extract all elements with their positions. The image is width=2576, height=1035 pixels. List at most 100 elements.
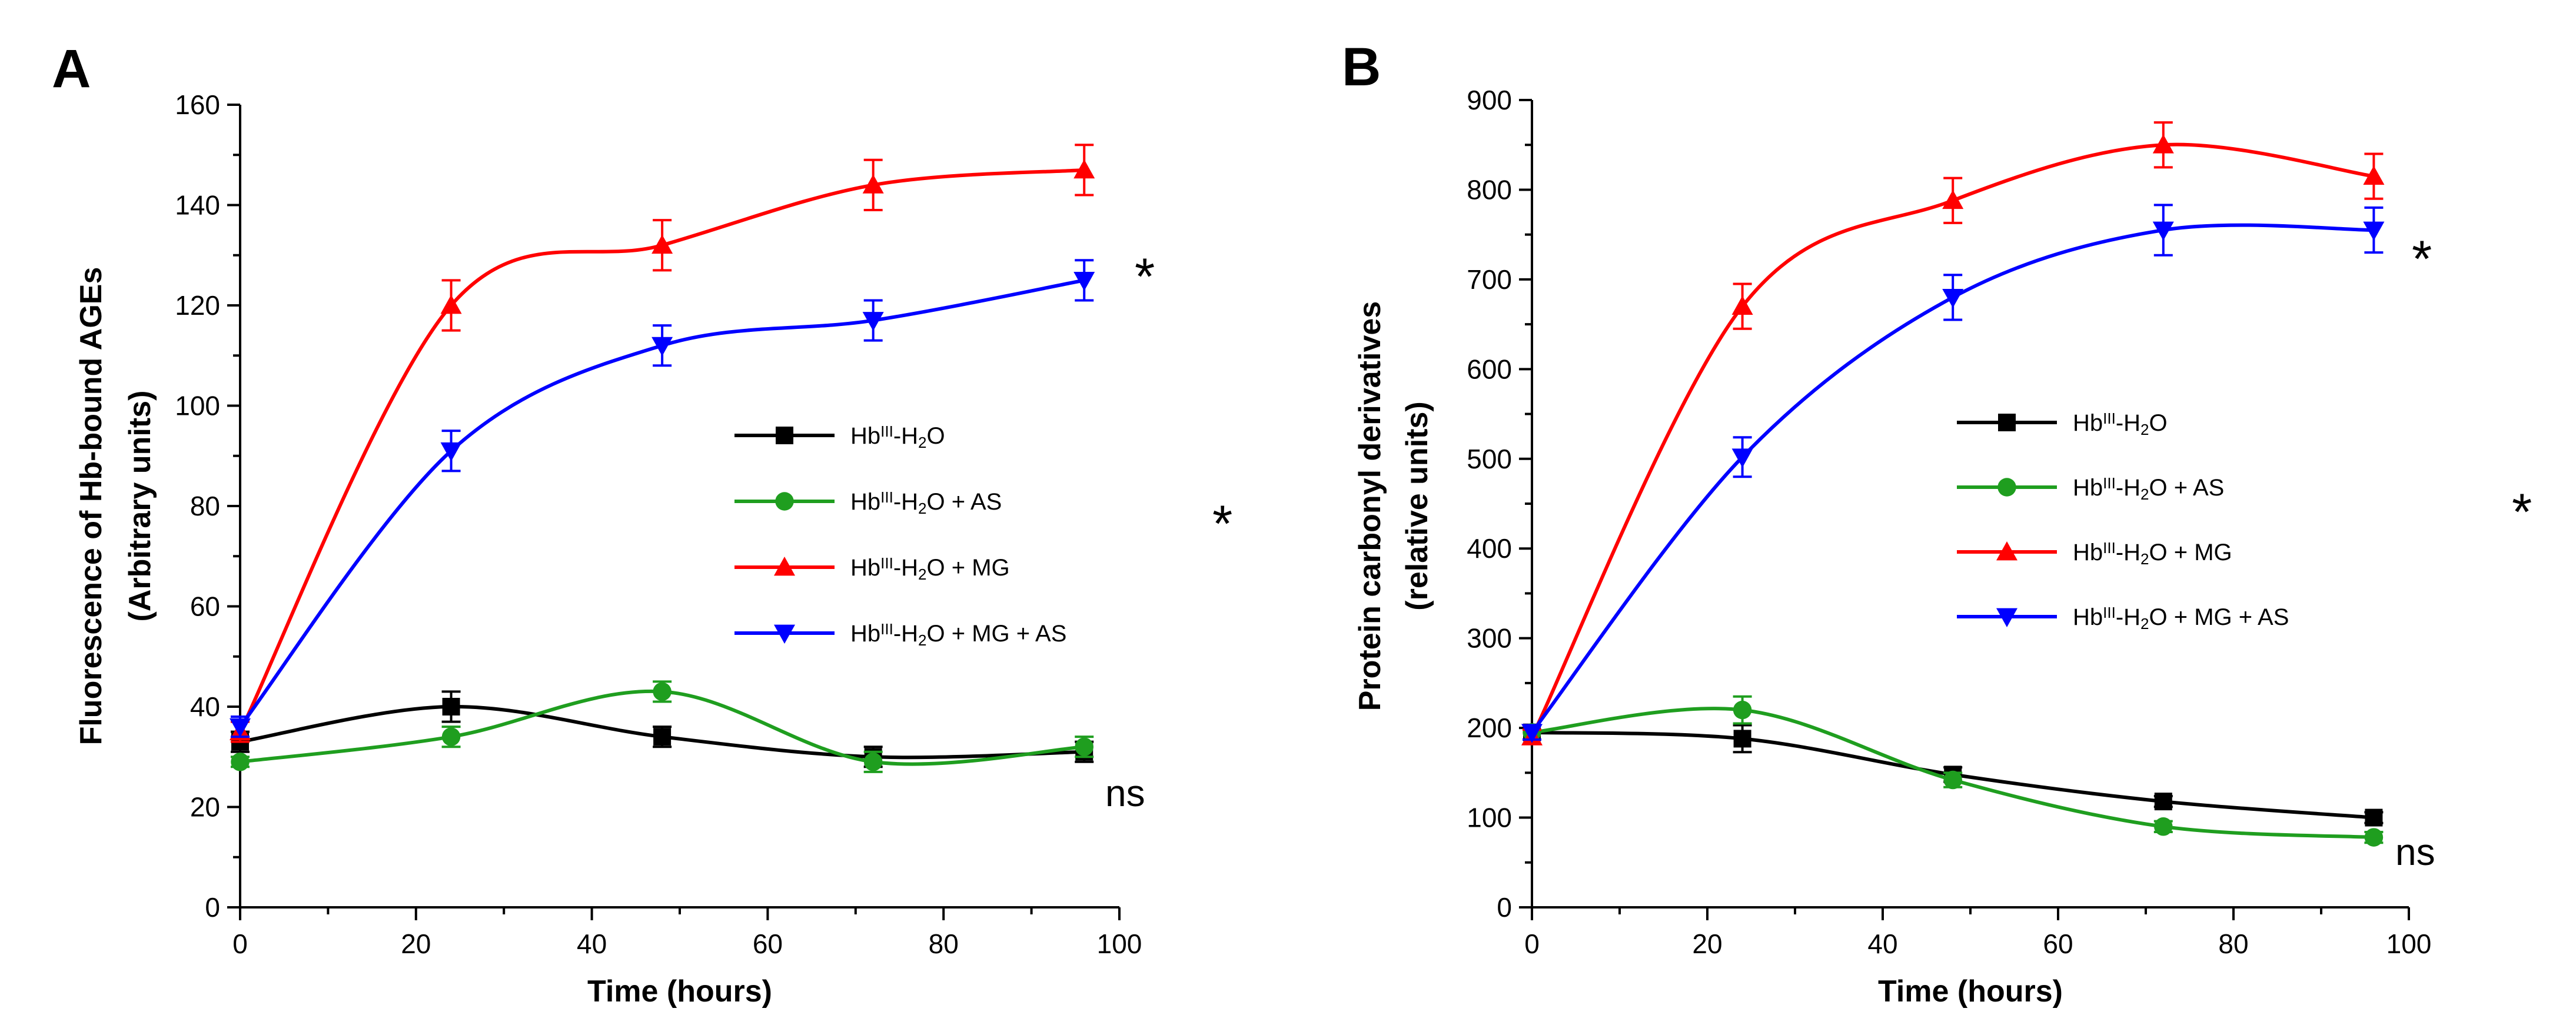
legend-marker — [1996, 541, 2017, 561]
x-tick-label: 100 — [2386, 928, 2432, 959]
legend-label: HbIII-H2O + AS — [2073, 474, 2224, 502]
legend-label-part: -H — [893, 489, 918, 515]
data-point — [2363, 165, 2385, 185]
data-point — [2154, 817, 2173, 836]
data-point — [440, 442, 462, 462]
x-tick-label: 60 — [753, 928, 783, 959]
y-tick-label: 100 — [175, 391, 220, 421]
legend-label-part: O — [2149, 410, 2168, 436]
data-point — [1731, 295, 1753, 315]
series-line — [238, 278, 1085, 728]
legend-label-part: Hb — [2073, 410, 2103, 436]
legend-marker — [774, 557, 795, 576]
y-tick-label: 100 — [1467, 803, 1512, 833]
legend-label-part: III — [2103, 474, 2116, 492]
legend-label-part: III — [880, 422, 893, 440]
data-point — [1521, 724, 1543, 743]
legend-label: HbIII-H2O + MG + AS — [850, 620, 1066, 648]
legend-label-part: 2 — [2140, 550, 2149, 568]
legend-item: HbIII-H2O + AS — [1957, 474, 2224, 503]
data-point — [2152, 221, 2174, 241]
legend-item: HbIII-H2O + MG + AS — [1957, 604, 2289, 633]
data-point — [1073, 271, 1095, 291]
legend-label-part: 2 — [918, 631, 926, 649]
data-point — [862, 312, 884, 331]
annotation-asterisk: * — [1212, 494, 1232, 553]
legend-label-part: O + AS — [2149, 475, 2225, 501]
series-line — [238, 168, 1085, 733]
legend-label-part: Hb — [850, 621, 880, 647]
panel-letter: B — [1342, 37, 1381, 97]
x-tick-label: 60 — [2043, 928, 2073, 959]
series-2 — [230, 144, 1095, 743]
y-tick-label: 20 — [190, 792, 220, 823]
legend-label-part: 2 — [2140, 421, 2149, 438]
x-axis-title: Time (hours) — [587, 974, 772, 1009]
legend-label-part: O + MG + AS — [2149, 604, 2289, 630]
legend-marker — [1997, 478, 2016, 497]
data-point — [1942, 288, 1964, 308]
y-axis-title-line2: (Arbitrary units) — [123, 391, 157, 622]
data-point — [2363, 221, 2385, 241]
legend-item: HbIII-H2O — [734, 422, 945, 451]
legend-label-part: Hb — [2073, 475, 2103, 501]
y-tick-label: 0 — [1497, 892, 1512, 923]
legend-label: HbIII-H2O — [850, 422, 945, 451]
legend-label-part: 2 — [2140, 615, 2149, 633]
series-1 — [231, 680, 1094, 773]
data-point — [653, 682, 672, 701]
legend-label: HbIII-H2O + AS — [850, 488, 1002, 517]
y-axis-title-line2: (relative units) — [1400, 401, 1434, 610]
legend-item: HbIII-H2O + MG — [1957, 539, 2232, 568]
data-point — [441, 727, 461, 746]
y-tick-label: 40 — [190, 691, 220, 722]
x-tick-label: 20 — [401, 928, 431, 959]
data-point — [652, 234, 673, 254]
y-tick-label: 900 — [1467, 85, 1512, 115]
y-tick-label: 300 — [1467, 623, 1512, 654]
data-point — [1942, 189, 1964, 209]
series-line — [1530, 142, 2374, 738]
data-point — [442, 698, 460, 715]
data-point — [1075, 737, 1093, 756]
data-point — [440, 295, 462, 314]
data-point — [2364, 828, 2384, 847]
legend-label: HbIII-H2O + MG + AS — [2073, 604, 2289, 632]
legend-label-part: 2 — [2140, 485, 2149, 503]
x-tick-label: 80 — [2218, 928, 2248, 959]
series-line — [1530, 223, 2374, 734]
series-1 — [1523, 695, 2384, 847]
data-point — [1073, 159, 1095, 179]
data-point — [653, 728, 672, 746]
annotation-asterisk: * — [2512, 482, 2532, 541]
data-point — [230, 718, 251, 738]
legend-label-part: O + MG — [2149, 540, 2232, 565]
data-point — [862, 174, 884, 194]
legend-label-part: 2 — [918, 565, 926, 583]
annotation-ns: ns — [1105, 772, 1145, 814]
series-3 — [230, 259, 1095, 738]
y-tick-label: 500 — [1467, 444, 1512, 474]
legend-label-part: Hb — [2073, 540, 2103, 565]
data-point — [1733, 730, 1751, 748]
series-3 — [1521, 204, 2385, 743]
legend-label-part: III — [880, 620, 893, 638]
series-0 — [231, 690, 1094, 768]
y-tick-label: 60 — [190, 591, 220, 622]
x-tick-label: 100 — [1097, 928, 1142, 959]
panel-letter: A — [52, 39, 91, 99]
x-tick-label: 0 — [1524, 928, 1540, 959]
legend-label-part: -H — [893, 621, 918, 647]
y-axis-title-line1: Protein carbonyl derivatives — [1353, 301, 1387, 711]
data-point — [1943, 770, 1962, 790]
legend-label-part: Hb — [850, 423, 880, 449]
data-point — [231, 753, 250, 771]
legend-marker — [775, 492, 794, 511]
data-point — [2154, 793, 2172, 811]
data-point — [652, 337, 673, 357]
legend-item: HbIII-H2O + MG + AS — [734, 620, 1066, 649]
legend-label-part: O + MG + AS — [927, 621, 1067, 647]
